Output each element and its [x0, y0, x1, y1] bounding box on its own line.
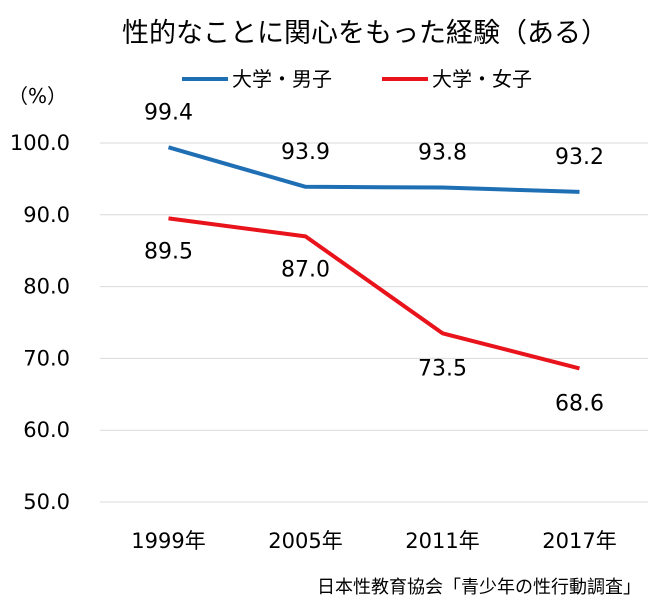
y-axis-unit: （%）	[8, 84, 67, 108]
x-tick-label: 2005年	[268, 529, 342, 553]
data-labels: 99.4 93.9 93.8 93.2 89.5 87.0 73.5 68.6	[144, 100, 604, 416]
data-label: 87.0	[281, 257, 330, 282]
x-tick-label: 2011年	[405, 529, 479, 553]
legend-label-female: 大学・女子	[432, 67, 532, 91]
y-tick-label: 90.0	[23, 203, 70, 227]
y-tick-label: 70.0	[23, 346, 70, 370]
series-lines	[167, 145, 580, 371]
y-tick-label: 60.0	[23, 418, 70, 442]
data-label: 73.5	[418, 356, 467, 381]
data-label: 93.8	[418, 141, 467, 166]
y-tick-label: 100.0	[10, 131, 70, 155]
data-label: 89.5	[144, 239, 193, 264]
legend-label-male: 大学・男子	[232, 67, 332, 91]
x-tick-label: 2017年	[542, 529, 616, 553]
data-label: 93.9	[281, 140, 330, 165]
data-label: 99.4	[144, 100, 193, 125]
series-line-male	[167, 145, 580, 194]
gridlines	[100, 142, 648, 503]
y-tick-label: 50.0	[23, 490, 70, 514]
chart-title: 性的なことに関心をもった経験（ある）	[122, 18, 608, 49]
y-tick-label: 80.0	[23, 275, 70, 299]
series-line-female	[168, 216, 580, 371]
data-label: 68.6	[555, 391, 604, 416]
source-note: 日本性教育協会「青少年の性行動調査」	[317, 577, 641, 598]
data-label: 93.2	[555, 145, 604, 170]
legend: 大学・男子 大学・女子	[182, 67, 532, 91]
y-axis-ticks: 100.0 90.0 80.0 70.0 60.0 50.0	[10, 131, 70, 514]
x-axis-ticks: 1999年 2005年 2011年 2017年	[131, 529, 616, 553]
x-tick-label: 1999年	[131, 529, 205, 553]
